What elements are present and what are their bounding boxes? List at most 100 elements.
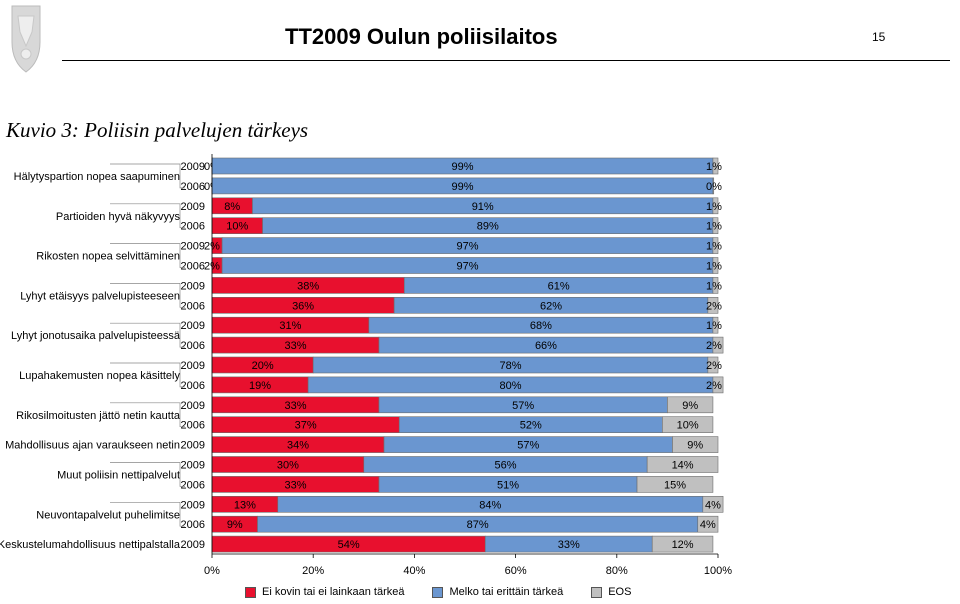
bar-value-label: 30% bbox=[277, 460, 299, 472]
year-label: 2006 bbox=[181, 420, 205, 432]
bar-segment bbox=[712, 177, 715, 195]
bar-value-label: 66% bbox=[535, 340, 557, 352]
year-label: 2006 bbox=[181, 479, 205, 491]
bar-segment bbox=[667, 396, 714, 414]
bar-segment bbox=[707, 356, 719, 374]
group-bracket bbox=[110, 243, 185, 268]
year-label: 2006 bbox=[181, 380, 205, 392]
bar-value-label: 61% bbox=[548, 280, 570, 292]
bar-value-label: 1% bbox=[706, 241, 722, 253]
legend-swatch-not-important bbox=[245, 586, 256, 598]
bar-value-label: 36% bbox=[292, 300, 314, 312]
group-bracket bbox=[110, 362, 185, 388]
bar-value-label: 87% bbox=[467, 519, 489, 531]
bar-value-label: 1% bbox=[706, 221, 722, 233]
bar-value-label: 33% bbox=[558, 539, 580, 551]
bar-value-label: 9% bbox=[687, 440, 703, 452]
group-bracket bbox=[110, 501, 185, 527]
year-label: 2009 bbox=[181, 460, 205, 472]
year-label: 2006 bbox=[181, 181, 205, 193]
group-label: Lupahakemusten nopea käsittely bbox=[19, 370, 180, 382]
bar-value-label: 10% bbox=[677, 420, 699, 432]
bar-segment bbox=[712, 197, 719, 215]
group-bracket bbox=[110, 283, 185, 308]
bar-segment bbox=[707, 297, 719, 314]
bar-value-label: 1% bbox=[706, 280, 722, 292]
bar-segment bbox=[636, 476, 714, 493]
legend-item-eos: EOS bbox=[591, 586, 631, 598]
legend-item-important: Melko tai erittäin tärkeä bbox=[432, 586, 563, 598]
group-bracket bbox=[110, 322, 185, 348]
year-label: 2009 bbox=[181, 440, 205, 452]
x-tick-label: 60% bbox=[505, 565, 527, 577]
year-label: 2006 bbox=[181, 340, 205, 352]
x-tick-label: 20% bbox=[302, 565, 324, 577]
bar-segment bbox=[712, 237, 719, 254]
legend-swatch-eos bbox=[591, 586, 603, 598]
bar-value-label: 4% bbox=[700, 519, 716, 531]
bar-value-label: 2% bbox=[706, 300, 722, 312]
bar-value-label: 19% bbox=[249, 380, 271, 392]
bar-value-label: 99% bbox=[451, 181, 473, 193]
bar-segment bbox=[672, 436, 719, 453]
bar-value-label: 0% bbox=[706, 181, 722, 193]
x-tick-label: 40% bbox=[403, 565, 425, 577]
bar-value-label: 20% bbox=[252, 360, 274, 372]
bar-value-label: 33% bbox=[284, 340, 306, 352]
bar-segment bbox=[651, 535, 714, 553]
group-label: Neuvontapalvelut puhelimitse bbox=[36, 509, 180, 521]
bar-segment bbox=[662, 416, 714, 434]
group-label: Lyhyt etäisyys palvelupisteeseen bbox=[20, 290, 180, 302]
group-label: Rikosten nopea selvittäminen bbox=[36, 251, 180, 263]
chart-legend: Ei kovin tai ei lainkaan tärkeä Melko ta… bbox=[245, 586, 659, 598]
bar-segment bbox=[646, 456, 719, 473]
bar-value-label: 89% bbox=[477, 221, 499, 233]
group-label: Muut poliisin nettipalvelut bbox=[57, 469, 180, 481]
year-label: 2009 bbox=[181, 161, 205, 173]
bar-segment bbox=[697, 515, 719, 533]
group-label: Partioiden hyvä näkyvyys bbox=[56, 211, 181, 223]
bar-value-label: 4% bbox=[705, 499, 721, 511]
bar-value-label: 15% bbox=[664, 479, 686, 491]
group-bracket bbox=[110, 203, 185, 229]
bar-segment bbox=[712, 336, 724, 354]
year-label: 2009 bbox=[181, 241, 205, 253]
stacked-bar-chart: 20090%99%1%20060%99%0%Hälytyspartion nop… bbox=[0, 154, 732, 577]
bar-value-label: 57% bbox=[512, 400, 534, 412]
bar-value-label: 33% bbox=[284, 400, 306, 412]
bar-value-label: 68% bbox=[530, 320, 552, 332]
year-label: 2006 bbox=[181, 300, 205, 312]
bar-value-label: 80% bbox=[500, 380, 522, 392]
bar-value-label: 33% bbox=[284, 479, 306, 491]
legend-item-not-important: Ei kovin tai ei lainkaan tärkeä bbox=[245, 586, 404, 598]
bar-value-label: 1% bbox=[706, 161, 722, 173]
group-label: Hälytyspartion nopea saapuminen bbox=[14, 171, 180, 183]
year-label: 2006 bbox=[181, 519, 205, 531]
x-tick-label: 80% bbox=[606, 565, 628, 577]
year-label: 2009 bbox=[181, 539, 205, 551]
group-bracket bbox=[110, 163, 185, 189]
year-label: 2009 bbox=[181, 320, 205, 332]
bar-value-label: 37% bbox=[295, 420, 317, 432]
year-label: 2009 bbox=[181, 360, 205, 372]
bar-value-label: 1% bbox=[706, 261, 722, 273]
year-label: 2009 bbox=[181, 400, 205, 412]
bar-value-label: 9% bbox=[682, 400, 698, 412]
x-tick-label: 100% bbox=[704, 565, 732, 577]
bar-value-label: 84% bbox=[479, 499, 501, 511]
bar-value-label: 56% bbox=[494, 460, 516, 472]
bar-value-label: 2% bbox=[706, 340, 722, 352]
x-tick-label: 0% bbox=[204, 565, 220, 577]
bar-value-label: 14% bbox=[672, 460, 694, 472]
bar-value-label: 31% bbox=[279, 320, 301, 332]
legend-swatch-important bbox=[432, 586, 444, 598]
year-label: 2009 bbox=[181, 280, 205, 292]
bar-value-label: 62% bbox=[540, 300, 562, 312]
figure-title: Kuvio 3: Poliisin palvelujen tärkeys bbox=[6, 118, 309, 142]
bar-value-label: 38% bbox=[297, 280, 319, 292]
bar-value-label: 1% bbox=[706, 201, 722, 213]
bar-value-label: 99% bbox=[451, 161, 473, 173]
bar-value-label: 13% bbox=[234, 499, 256, 511]
bar-value-label: 97% bbox=[457, 241, 479, 253]
legend-label-not-important: Ei kovin tai ei lainkaan tärkeä bbox=[262, 586, 405, 598]
